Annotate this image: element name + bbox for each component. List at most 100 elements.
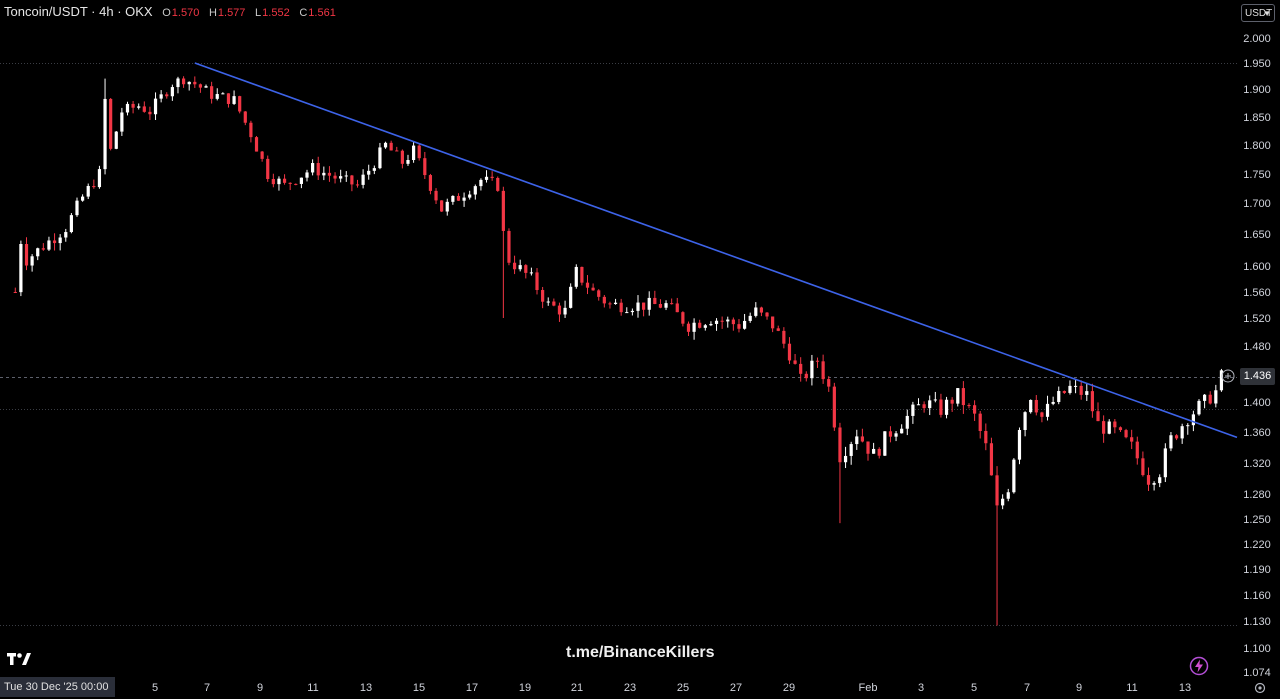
candle-body [804,373,808,379]
candle-body [799,363,803,374]
candle-body [720,320,724,322]
candle-body [759,307,764,313]
price-tick-label: 1.190 [1243,564,1271,576]
candle-body [866,441,870,454]
candle-body [288,182,292,184]
candle-body [327,172,332,176]
candle-body [434,190,438,201]
candle-body [47,240,51,250]
settings-icon[interactable] [1254,681,1266,699]
candle-body [956,388,960,404]
candle-body [883,431,887,456]
candle-body [1045,403,1050,417]
add-alert-icon[interactable] [1221,369,1235,388]
tradingview-logo-icon[interactable] [7,652,31,670]
candle-body [1085,391,1089,395]
time-tick-label: 15 [413,682,425,694]
candle-body [630,310,634,313]
price-tick-label: 1.074 [1243,667,1271,679]
candle-body [580,266,584,283]
candle-body [153,98,158,115]
candle-body [972,405,977,414]
price-tick-label: 1.130 [1243,616,1271,628]
candle-body [950,399,954,404]
candle-body [383,142,388,148]
lightning-icon[interactable] [1189,656,1209,681]
price-tick-label: 1.800 [1243,140,1271,152]
candle-body [911,404,915,416]
candle-body [709,323,713,326]
price-tick-label: 1.520 [1243,313,1271,325]
candle-body [647,297,651,310]
candle-body [333,175,337,179]
candle-body [473,186,477,195]
time-axis[interactable]: 5 7 9 11 13 15 17 19 21 23 25 27 29 Feb 3 5 7 9 11 13 [152,682,1191,694]
candle-body [765,312,769,317]
price-axis[interactable]: 2.000 1.950 1.900 1.850 1.800 1.750 1.700 1.650… [1243,33,1271,679]
candle-body [1130,437,1134,442]
close-value: 1.561 [308,7,336,19]
price-tick-label: 1.560 [1243,287,1271,299]
candle-body [1034,399,1038,413]
candle-body [1107,421,1111,434]
time-tick-label: 27 [730,682,742,694]
horizontal-levels [0,63,1237,626]
candle-body [793,360,797,364]
candlestick-series [13,76,1224,626]
trendline[interactable] [194,62,1238,439]
candle-body [608,303,612,305]
candle-body [1113,421,1117,428]
candle-body [400,150,404,164]
candle-body [299,177,303,184]
candle-body [350,175,354,185]
candle-body [675,303,679,313]
candle-body [597,290,601,297]
candle-body [602,296,606,304]
time-tick-label: 3 [918,682,924,694]
candle-body [305,172,309,178]
candle-body [827,379,831,387]
candle-body [86,185,90,197]
currency-button[interactable]: USDT ▼ [1241,4,1275,22]
candle-body [1012,459,1016,493]
candle-body [81,196,85,201]
candle-body [546,301,550,303]
candle-body [978,413,982,431]
candle-body [1197,400,1201,415]
time-tick-label: 21 [571,682,583,694]
candle-body [316,163,320,176]
candle-body [535,272,539,291]
candle-body [372,168,376,171]
candle-body [1017,429,1022,460]
candle-body [557,305,562,315]
candle-body [922,404,926,409]
candle-body [13,292,17,293]
candle-body [271,178,275,185]
price-tick-label: 1.700 [1243,198,1271,210]
time-tick-label: 25 [677,682,689,694]
candle-body [1146,475,1151,485]
price-tick-label: 1.160 [1243,590,1271,602]
candle-body [815,360,820,362]
candle-body [698,322,702,328]
candle-body [1141,458,1145,476]
candle-body [165,94,169,97]
time-tick-label: 19 [519,682,531,694]
candle-body [440,200,444,212]
price-tick-label: 1.850 [1243,112,1271,124]
candle-body [131,103,135,108]
candle-body [226,93,231,104]
price-tick-label: 1.480 [1243,341,1271,353]
crosshair-date-label: Tue 30 Dec '25 00:00 [0,677,115,697]
price-tick-label: 1.250 [1243,514,1271,526]
candle-body [1174,435,1179,439]
candle-body [726,319,730,322]
candle-body [479,179,483,187]
time-tick-label: 17 [466,682,478,694]
candle-body [1208,394,1212,404]
candle-body [496,177,500,191]
candle-body [832,386,836,428]
price-tick-label: 1.280 [1243,489,1271,501]
time-tick-label: 13 [360,682,372,694]
